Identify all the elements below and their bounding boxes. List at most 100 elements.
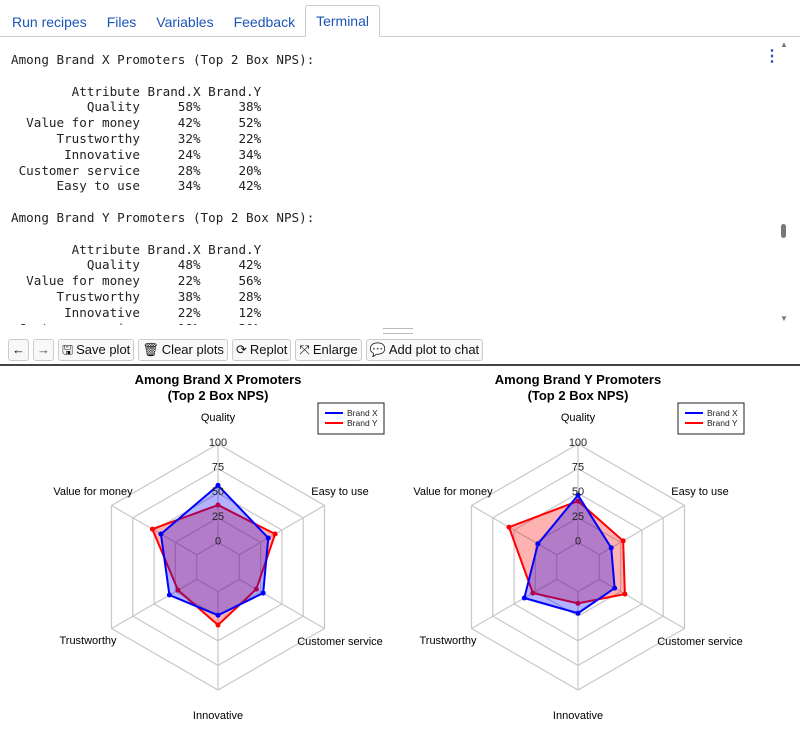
axis-label: Customer service	[297, 636, 383, 648]
tick-label: 100	[569, 437, 587, 449]
data-point	[620, 538, 626, 544]
grid-ring	[556, 541, 600, 593]
add-plot-to-chat-button[interactable]: 💬 Add plot to chat	[365, 339, 484, 361]
tab-variables[interactable]: Variables	[156, 14, 214, 30]
axis-label: Value for money	[53, 486, 133, 498]
data-point	[149, 526, 155, 532]
grid-spoke	[471, 578, 557, 630]
replot-button[interactable]: ⟳ Replot	[231, 339, 292, 361]
pane-splitter[interactable]	[383, 328, 413, 334]
data-point	[521, 595, 527, 601]
tab-bar: Run recipes Files Variables Feedback Ter…	[0, 0, 800, 37]
forward-button[interactable]: →	[33, 339, 54, 361]
axis-label: Trustworthy	[419, 635, 477, 647]
tab-files[interactable]: Files	[106, 14, 137, 30]
legend-label: Brand X	[707, 408, 738, 418]
axis-label: Customer service	[657, 636, 743, 648]
scroll-up-icon[interactable]: ▲	[780, 40, 788, 49]
radar-chart-2: Among Brand Y Promoters(Top 2 Box NPS) 0 2…	[413, 372, 745, 722]
legend	[677, 402, 745, 435]
grid-spoke	[471, 504, 557, 556]
enlarge-button[interactable]: ⤧ Enlarge	[295, 339, 362, 361]
grid-spoke	[239, 504, 325, 556]
data-point	[608, 545, 614, 551]
axis-label: Innovative	[193, 710, 243, 722]
legend-label: Brand Y	[347, 418, 378, 428]
data-point	[612, 585, 618, 591]
legend-label: Brand X	[347, 408, 378, 418]
trash-icon: 🗑	[142, 342, 159, 357]
back-button[interactable]: ←	[8, 339, 29, 361]
tick-label: 75	[572, 462, 584, 474]
terminal-output[interactable]: Among Brand X Promoters (Top 2 Box NPS):…	[0, 38, 795, 325]
terminal-text: Among Brand X Promoters (Top 2 Box NPS):…	[11, 52, 315, 325]
axis-label: Innovative	[553, 710, 603, 722]
save-plot-label: Save plot	[76, 342, 131, 357]
chart-title: Among Brand X Promoters	[135, 372, 302, 387]
data-point	[215, 612, 221, 618]
tick-label: 0	[575, 535, 581, 547]
axis-label: Easy to use	[671, 486, 728, 498]
radar-plots: Among Brand X Promoters(Top 2 Box NPS)02…	[53, 372, 745, 722]
data-point	[175, 587, 181, 593]
tick-label: 25	[572, 511, 584, 523]
series-brand-x	[523, 493, 616, 615]
tick-label: 100	[209, 437, 227, 449]
data-point	[265, 535, 271, 541]
more-options-icon[interactable]: ⋮	[764, 48, 780, 65]
data-point	[506, 524, 512, 530]
clear-plots-button[interactable]: 🗑 Clear plots	[138, 339, 228, 361]
data-point	[253, 586, 259, 592]
grid-spoke	[599, 504, 685, 556]
data-point	[622, 591, 628, 597]
tab-terminal[interactable]: Terminal	[305, 5, 380, 37]
tick-label: 25	[212, 511, 224, 523]
chat-icon: 💬	[369, 342, 386, 357]
add-plot-label: Add plot to chat	[388, 342, 480, 357]
chart-subtitle: (Top 2 Box NPS)	[168, 388, 269, 403]
data-point	[575, 610, 581, 616]
data-point	[535, 541, 541, 547]
axis-label: Value for money	[413, 486, 493, 498]
data-point	[530, 590, 536, 596]
chart-subtitle: (Top 2 Box NPS)	[528, 388, 629, 403]
legend	[317, 402, 385, 435]
series-brand-x	[159, 483, 270, 617]
enlarge-label: Enlarge	[312, 342, 358, 357]
axis-label: Easy to use	[311, 486, 368, 498]
data-point	[575, 600, 581, 606]
data-point	[575, 492, 581, 498]
tick-label: 50	[212, 486, 224, 498]
data-point	[215, 482, 221, 488]
chart-title: Among Brand Y Promoters	[495, 372, 661, 387]
tick-label: 75	[212, 462, 224, 474]
scrollbar-thumb[interactable]	[781, 224, 786, 238]
save-icon: 🖫	[62, 342, 74, 357]
divider	[0, 364, 800, 366]
expand-icon: ⤧	[299, 342, 310, 357]
axis-label: Trustworthy	[59, 635, 117, 647]
data-point	[215, 502, 221, 508]
tab-run-recipes[interactable]: Run recipes	[12, 14, 87, 30]
plot-toolbar: ← → 🖫 Save plot 🗑 Clear plots ⟳ Replot ⤧ Enl…	[8, 339, 484, 361]
arrow-right-icon: →	[37, 342, 50, 357]
refresh-icon: ⟳	[235, 342, 247, 357]
grid-spoke	[111, 578, 197, 630]
clear-plots-label: Clear plots	[161, 342, 224, 357]
scroll-down-icon[interactable]: ▼	[780, 314, 788, 323]
grid-spoke	[239, 578, 325, 630]
legend-label: Brand Y	[707, 418, 738, 428]
data-point	[158, 531, 164, 537]
save-plot-button[interactable]: 🖫 Save plot	[58, 339, 135, 361]
tick-label: 50	[572, 486, 584, 498]
terminal-scrollbar[interactable]: ▲ ▼	[779, 38, 789, 325]
grid-ring	[196, 541, 240, 593]
axis-label: Quality	[561, 412, 596, 424]
tab-feedback[interactable]: Feedback	[233, 14, 296, 30]
data-point	[272, 531, 278, 537]
data-point	[166, 592, 172, 598]
arrow-left-icon: ←	[12, 342, 25, 357]
data-point	[260, 590, 266, 596]
tick-label: 0	[215, 535, 221, 547]
radar-chart-1: Among Brand X Promoters(Top 2 Box NPS) 0 2…	[53, 372, 385, 722]
